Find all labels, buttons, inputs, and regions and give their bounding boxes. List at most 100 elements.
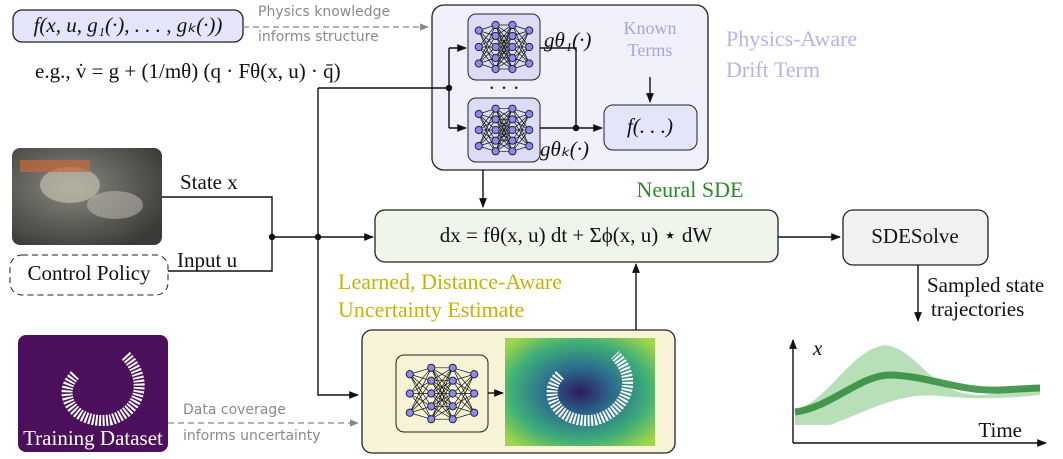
sde-equation: dx = fθ(x, u) dt + Σϕ(x, u) ⋆ dW: [440, 223, 713, 247]
note: informs uncertainty: [183, 428, 321, 444]
nn-edge: [495, 108, 513, 131]
nn-edge: [512, 46, 530, 70]
nn-edge: [430, 367, 454, 394]
nn-edge: [512, 129, 530, 152]
nn-node: [427, 376, 436, 385]
nn-node: [474, 125, 483, 135]
trajectory-band: [795, 345, 1040, 425]
nn-edge: [512, 113, 530, 152]
nn-node: [448, 389, 457, 398]
nn-edge: [452, 367, 475, 394]
nn-edge: [478, 108, 496, 147]
nn-node: [474, 141, 483, 151]
uncertainty-heatmap: [505, 338, 655, 446]
nn-node: [427, 402, 436, 411]
nn-edge: [430, 380, 454, 420]
nn-node: [508, 115, 517, 124]
note: Physics knowledge: [258, 4, 390, 20]
g-label: gθₖ(·): [540, 137, 589, 161]
nn-node: [470, 408, 479, 417]
nn-edge: [431, 406, 453, 420]
nn-node: [474, 26, 483, 35]
solver-box: [842, 209, 989, 266]
nn-node: [491, 64, 500, 74]
prior-box: [12, 9, 244, 43]
note: informs structure: [258, 29, 379, 45]
nn-edge: [512, 30, 530, 70]
nn-edge: [478, 119, 496, 147]
nn-edge: [495, 24, 513, 48]
data-spiral: [61, 351, 145, 426]
nn-edge: [409, 393, 432, 420]
nn-node: [491, 115, 500, 124]
nn-edge: [478, 24, 496, 48]
nn-edge: [409, 393, 432, 407]
input-label: Input u: [177, 248, 238, 272]
dataset-image: [18, 335, 168, 452]
nn-node: [427, 389, 436, 398]
nn-node: [491, 136, 500, 145]
nn-node: [508, 64, 517, 74]
nn-node: [405, 370, 414, 379]
nn-edge: [452, 374, 475, 407]
nn-node: [474, 109, 483, 119]
solver-output: Sampled state: [927, 273, 1044, 297]
robot-photo: [87, 191, 143, 219]
nn-edge: [452, 373, 475, 394]
nn-node: [508, 53, 517, 63]
nn-edge: [452, 393, 475, 414]
sde-box: [374, 209, 779, 263]
nn-node: [491, 125, 500, 135]
robot-photo: [20, 160, 90, 172]
nn-node: [474, 42, 483, 52]
prior-formula: f(x, u, g₁(·), . . . , gₖ(·)): [34, 13, 223, 37]
dots: · · ·: [488, 76, 519, 100]
state-label: State x: [180, 170, 238, 194]
nn-node: [448, 376, 457, 385]
f-box: [603, 104, 698, 151]
dataset-label: Training Dataset: [23, 426, 163, 450]
nn-edge: [478, 129, 496, 152]
f-label: f(. . .): [627, 114, 673, 138]
nn-edge: [452, 393, 475, 407]
nn-edge: [512, 113, 530, 141]
nn-node: [470, 370, 479, 379]
nn-node: [491, 20, 500, 30]
note: Data coverage: [183, 402, 286, 418]
nn-node: [491, 42, 500, 52]
nn-node: [491, 31, 500, 41]
nn-node: [525, 26, 534, 35]
nn-node: [525, 109, 534, 119]
nn-node: [491, 147, 500, 156]
robot-photo: [40, 167, 100, 203]
uncertainty-title: Uncertainty Estimate: [338, 297, 524, 322]
nn-node: [405, 408, 414, 417]
nn-node: [508, 104, 517, 113]
nn-edge: [452, 380, 475, 394]
nn-edge: [512, 24, 530, 48]
nn-edge: [409, 373, 432, 394]
nn-edge: [409, 380, 432, 413]
nn-edge: [409, 367, 432, 394]
nn-edge: [430, 393, 454, 420]
drift-title: Drift Term: [726, 57, 820, 82]
known-terms: Terms: [628, 40, 673, 60]
nn-node: [470, 389, 479, 398]
nn-node: [508, 31, 517, 41]
policy-box: [9, 254, 169, 296]
nn-edge: [478, 46, 496, 70]
x-label: Time: [978, 418, 1022, 442]
nn-node: [525, 42, 534, 52]
nn-node: [508, 136, 517, 145]
nn-node: [491, 104, 500, 113]
nn-node: [427, 415, 436, 424]
nn-node: [448, 402, 457, 411]
nn-node: [427, 363, 436, 372]
nn-node: [474, 59, 483, 68]
nn-edge: [512, 108, 530, 131]
nn-node: [525, 125, 534, 135]
nn-node: [508, 125, 517, 135]
y-label: x: [812, 336, 823, 360]
uncertainty-title: Learned, Distance-Aware: [338, 269, 562, 294]
